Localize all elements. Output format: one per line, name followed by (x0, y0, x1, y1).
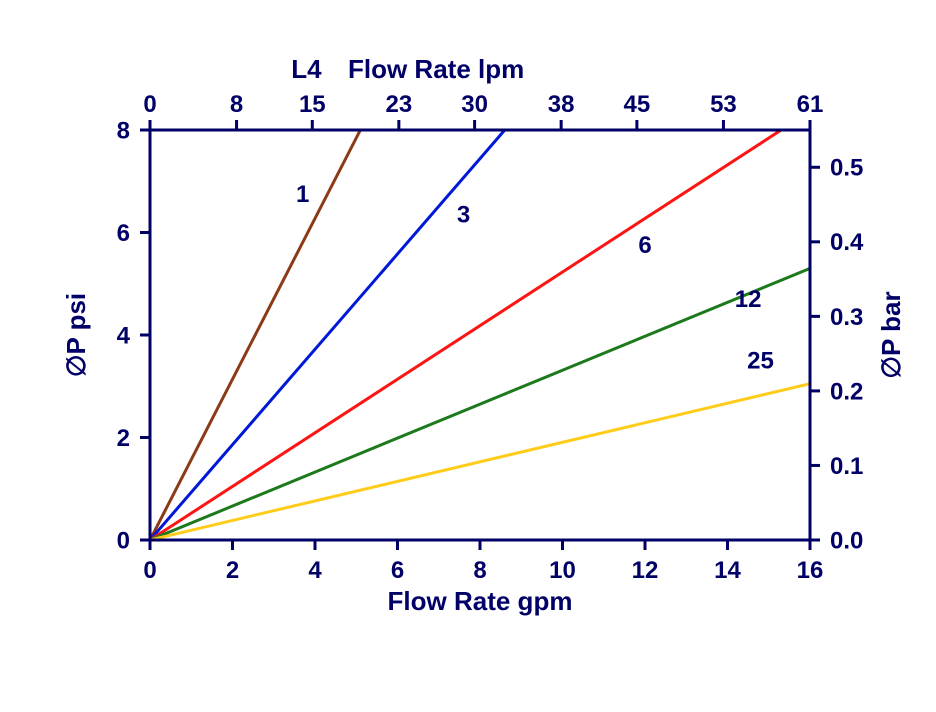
left-tick-label: 2 (117, 425, 130, 452)
top-tick-label: 15 (299, 91, 326, 118)
bottom-tick-label: 14 (714, 557, 741, 584)
left-tick-label: 0 (117, 527, 130, 554)
right-tick-label: 0.5 (830, 155, 863, 182)
bottom-axis-label: Flow Rate gpm (388, 586, 573, 616)
bottom-tick-label: 4 (308, 557, 322, 584)
bottom-tick-label: 6 (391, 557, 404, 584)
top-axis-prefix: L4 (291, 54, 322, 84)
top-tick-label: 53 (710, 91, 737, 118)
top-tick-label: 45 (624, 91, 651, 118)
series-label-12: 12 (735, 286, 762, 313)
top-tick-label: 8 (230, 91, 243, 118)
right-tick-label: 0.2 (830, 378, 863, 405)
right-tick-label: 0.3 (830, 304, 863, 331)
right-axis-label: ∅P bar (876, 291, 906, 378)
top-tick-label: 0 (143, 91, 156, 118)
bottom-tick-label: 10 (549, 557, 576, 584)
pressure-flow-chart: 02468101214160815233038455361024680.00.1… (0, 0, 936, 712)
top-axis-label: Flow Rate lpm (348, 54, 524, 84)
series-label-3: 3 (457, 201, 470, 228)
right-tick-label: 0.4 (830, 229, 864, 256)
bottom-tick-label: 2 (226, 557, 239, 584)
series-label-1: 1 (296, 181, 309, 208)
top-tick-label: 23 (386, 91, 413, 118)
left-axis-label: ∅P psi (61, 293, 91, 377)
top-tick-label: 38 (548, 91, 575, 118)
bottom-tick-label: 12 (632, 557, 659, 584)
left-tick-label: 6 (117, 220, 130, 247)
bottom-tick-label: 16 (797, 557, 824, 584)
right-tick-label: 0.1 (830, 453, 863, 480)
series-label-25: 25 (747, 347, 774, 374)
top-tick-label: 30 (461, 91, 488, 118)
bottom-tick-label: 0 (143, 557, 156, 584)
left-tick-label: 8 (117, 117, 130, 144)
left-tick-label: 4 (117, 322, 131, 349)
series-label-6: 6 (638, 232, 651, 259)
bottom-tick-label: 8 (473, 557, 486, 584)
right-tick-label: 0.0 (830, 527, 863, 554)
top-tick-label: 61 (797, 91, 824, 118)
